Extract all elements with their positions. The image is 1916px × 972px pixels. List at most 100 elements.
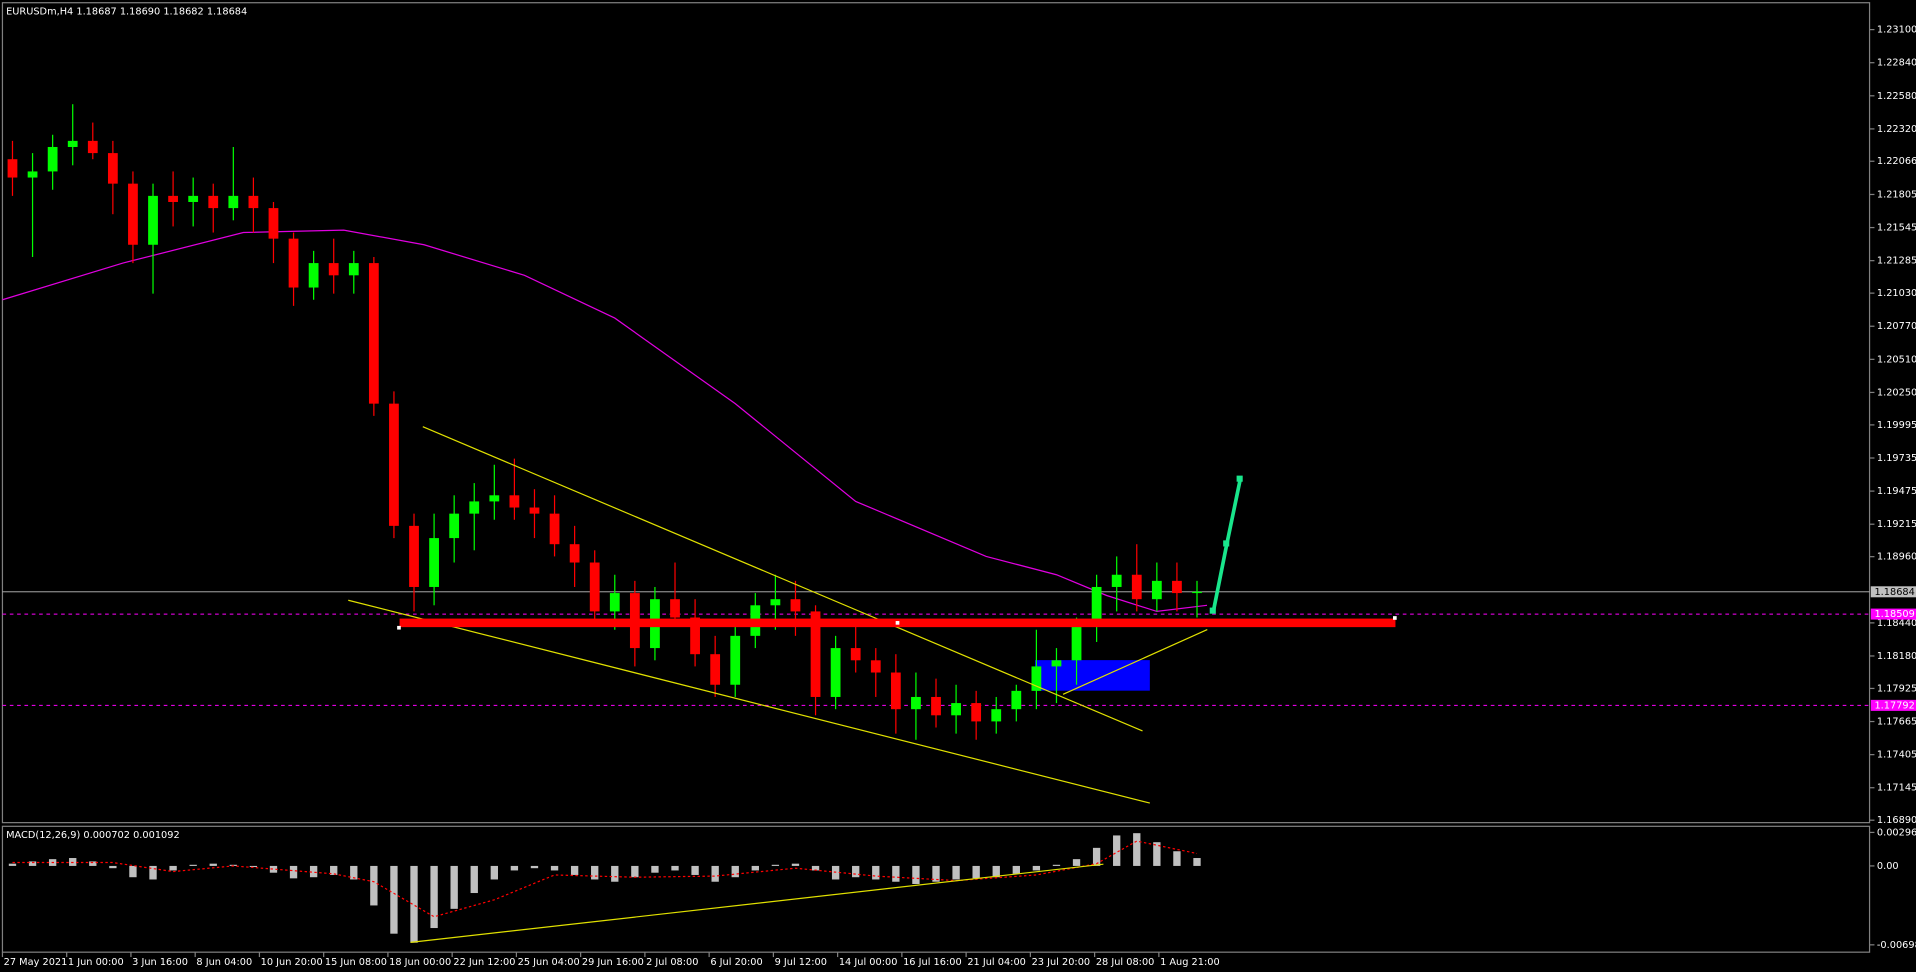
y-tick-label: 1.21545 (1877, 223, 1916, 234)
macd-bar (731, 865, 739, 878)
x-tick-label: 21 Jul 04:00 (967, 957, 1026, 968)
macd-bar (269, 865, 278, 873)
macd-bar (952, 865, 960, 880)
macd-bar (550, 865, 559, 871)
macd-bar (1113, 835, 1121, 866)
x-tick-label: 28 Jul 08:00 (1096, 957, 1155, 968)
candle-body (489, 495, 500, 502)
handle (1209, 607, 1216, 614)
macd-bar (1153, 842, 1161, 866)
candle-body (1031, 666, 1042, 691)
macd-bar (570, 865, 579, 875)
handle (895, 621, 900, 625)
candle-body (308, 263, 319, 288)
y-tick-label: 1.19215 (1877, 519, 1916, 530)
candle-body (429, 538, 439, 587)
macd-bar (611, 865, 619, 882)
macd-bar (309, 865, 318, 878)
x-tick-label: 15 Jun 08:00 (325, 957, 387, 968)
x-tick-label: 25 Jun 04:00 (518, 957, 580, 968)
macd-bar (852, 865, 860, 878)
macd-bar (651, 865, 659, 873)
y-tick-label: 1.23100 (1877, 25, 1916, 36)
candle-body (1131, 574, 1142, 600)
candle-body (449, 513, 460, 539)
candle-body (1111, 574, 1122, 587)
candle-body (107, 153, 118, 184)
macd-signal (12, 840, 1198, 918)
candle-body (770, 599, 781, 606)
y-tick-label: 1.17665 (1877, 717, 1916, 728)
macd-bar (711, 865, 719, 882)
y-tick-label: 0.00 (1877, 861, 1899, 872)
macd-bar (631, 865, 639, 878)
price-label: 1.18684 (1874, 587, 1914, 598)
y-tick-label: 1.20510 (1877, 354, 1916, 365)
candle-body (348, 263, 359, 276)
candle-body (368, 263, 379, 404)
handle (1393, 616, 1397, 620)
macd-bar (591, 865, 599, 880)
macd-bar (450, 865, 458, 909)
macd-bar (470, 865, 478, 894)
trend-line (348, 599, 1150, 804)
candle-body (7, 159, 18, 178)
macd-bar (992, 865, 1000, 878)
candle-body (850, 648, 861, 661)
candle-body (870, 660, 881, 673)
candle-body (529, 507, 540, 514)
y-tick-label: 1.21285 (1877, 256, 1916, 267)
candle-body (1051, 660, 1062, 667)
x-tick-label: 27 May 2021 (4, 957, 68, 968)
candle-body (951, 703, 961, 716)
macd-bar (28, 861, 37, 866)
axes: 1.23100 1.22840 1.22580 1.22320 1.22066 1.218… (1, 25, 1916, 968)
candle-body (328, 263, 339, 276)
candle-body (188, 195, 199, 202)
y-tick-label: 1.22840 (1877, 58, 1916, 69)
y-tick-label: 1.20770 (1877, 321, 1916, 332)
macd-bar (771, 864, 780, 866)
candle-body (1172, 580, 1182, 594)
price-label: 1.17792 (1874, 700, 1914, 711)
candle-body (409, 525, 419, 587)
macd-bar (129, 865, 137, 878)
x-tick-label: 6 Jul 20:00 (710, 957, 762, 968)
candle-body (268, 208, 279, 239)
macd-bar (751, 865, 759, 871)
y-tick-label: 1.19735 (1877, 453, 1916, 464)
candle-body (248, 195, 259, 209)
macd-bar (691, 865, 699, 875)
macd-bar (972, 865, 980, 879)
y-tick-label: 0.002967 (1877, 827, 1916, 838)
candle-body (148, 195, 158, 245)
macd-bar (410, 865, 418, 943)
price-label-box (1870, 608, 1916, 620)
x-tick-label: 2 Jul 08:00 (646, 957, 698, 968)
macd-pane (1, 825, 1871, 953)
x-tick-label: 18 Jun 00:00 (389, 957, 451, 968)
x-tick-label: 10 Jun 20:00 (261, 957, 323, 968)
y-tick-label: 1.18440 (1877, 618, 1916, 629)
y-tick-label: 1.18180 (1877, 651, 1916, 662)
macd-bar (1193, 858, 1201, 866)
macd-bar (530, 865, 539, 869)
candle-body (228, 195, 239, 209)
macd-bar (149, 865, 157, 880)
y-tick-label: -0.006988 (1877, 940, 1916, 951)
macd-bar (1133, 833, 1141, 866)
macd-bar (430, 865, 438, 929)
candle-body (609, 593, 620, 612)
candle-body (288, 238, 299, 288)
y-tick-label: 1.19475 (1877, 486, 1916, 497)
y-tick-label: 1.22066 (1877, 156, 1916, 167)
y-tick-label: 1.20250 (1877, 387, 1916, 398)
y-tick-label: 1.17925 (1877, 683, 1916, 694)
macd-bar (1052, 864, 1061, 866)
candle-body (1091, 586, 1102, 624)
macd-bar (249, 865, 258, 868)
y-tick-label: 1.22320 (1877, 124, 1916, 135)
macd-bar (892, 865, 900, 882)
